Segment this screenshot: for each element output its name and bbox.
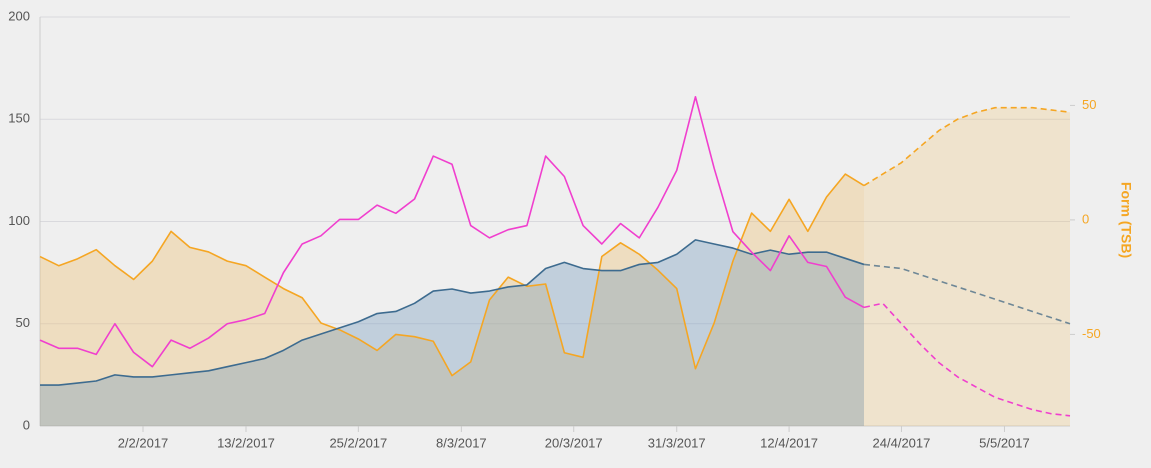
x-tick-label: 20/3/2017 xyxy=(545,435,603,450)
y-tick-label: 100 xyxy=(8,213,30,228)
x-tick-label: 13/2/2017 xyxy=(217,435,275,450)
line xyxy=(39,95,865,368)
y-tick-label: 0 xyxy=(23,417,30,432)
line xyxy=(863,302,1071,417)
x-tick-label: 25/2/2017 xyxy=(329,435,387,450)
x-tick-label: 31/3/2017 xyxy=(648,435,706,450)
y2-axis-label: Form (TSB) xyxy=(1118,182,1134,258)
y-tick-label: 200 xyxy=(8,8,30,23)
line xyxy=(863,263,1071,325)
x-tick-label: 2/2/2017 xyxy=(118,435,169,450)
line xyxy=(863,106,1071,187)
y2-tick-label: 50 xyxy=(1082,97,1096,112)
area xyxy=(864,107,1070,426)
line xyxy=(40,239,865,386)
y-tick-label: 150 xyxy=(8,111,30,126)
x-tick-label: 24/4/2017 xyxy=(873,435,931,450)
y-tick-label: 50 xyxy=(16,315,30,330)
x-tick-label: 8/3/2017 xyxy=(436,435,487,450)
line xyxy=(39,173,865,377)
area xyxy=(40,239,864,426)
x-tick-label: 5/5/2017 xyxy=(979,435,1030,450)
y2-tick-label: -50 xyxy=(1082,326,1101,341)
x-tick-label: 12/4/2017 xyxy=(760,435,818,450)
y2-tick-label: 0 xyxy=(1082,211,1089,226)
